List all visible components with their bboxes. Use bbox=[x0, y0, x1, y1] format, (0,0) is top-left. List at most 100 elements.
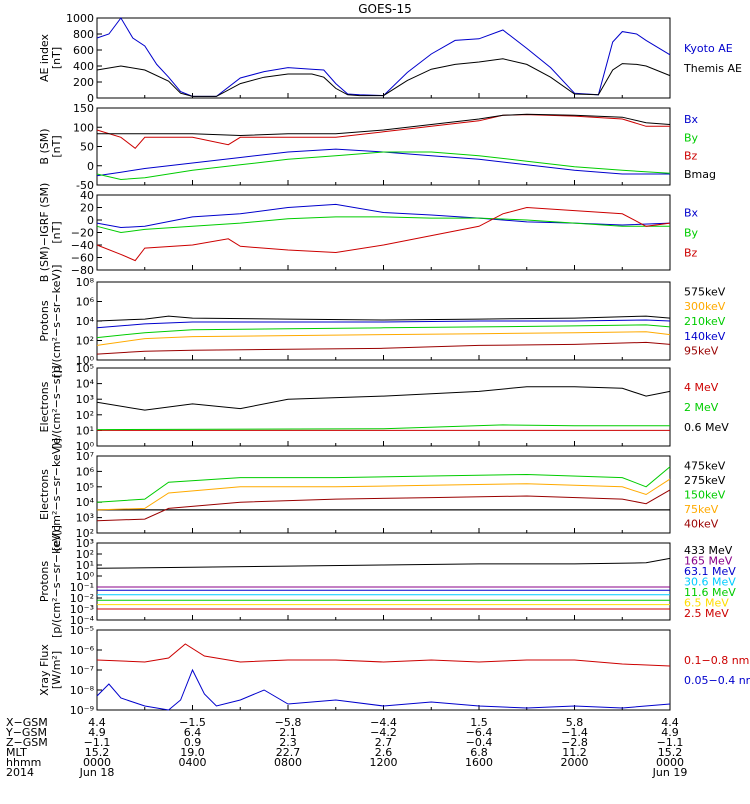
panel-frame bbox=[96, 367, 671, 447]
legend-label: Kyoto AE bbox=[684, 42, 733, 55]
y-tick-label: 10⁻⁶ bbox=[70, 644, 95, 657]
y-tick-label: 50 bbox=[80, 141, 94, 154]
legend-label: 30.6 MeV bbox=[684, 576, 736, 589]
legend-label: 40keV bbox=[684, 518, 719, 531]
x-axis-value: 11.2 bbox=[562, 746, 587, 759]
legend-label: 2.5 MeV bbox=[684, 607, 729, 620]
legend-label: Bmag bbox=[684, 168, 716, 181]
y-tick-label: 10⁷ bbox=[76, 450, 94, 463]
x-axis-value: 4.9 bbox=[661, 726, 679, 739]
y-axis-label: [nT] bbox=[50, 47, 63, 69]
x-axis-value: 1600 bbox=[465, 756, 493, 769]
y-tick-label: 10⁰ bbox=[76, 440, 95, 453]
x-axis-value: Jun 19 bbox=[652, 766, 688, 779]
x-axis-value: 2.6 bbox=[375, 746, 393, 759]
series-line-By bbox=[96, 151, 671, 181]
panel-frame bbox=[96, 455, 671, 534]
x-axis-value: 2.7 bbox=[375, 736, 393, 749]
legend-label: 150keV bbox=[684, 489, 726, 502]
y-axis-label: Protons bbox=[38, 561, 51, 602]
x-axis-value: 0000 bbox=[83, 756, 111, 769]
legend-label: 433 MeV bbox=[684, 544, 733, 557]
y-axis-label: [nT] bbox=[50, 221, 63, 243]
legend-label: Bz bbox=[684, 247, 698, 260]
x-axis-value: 15.2 bbox=[85, 746, 110, 759]
y-tick-label: 10⁴ bbox=[76, 315, 95, 328]
x-axis-value: −1.4 bbox=[561, 726, 588, 739]
y-tick-label: 10⁴ bbox=[76, 378, 95, 391]
legend-label: 63.1 MeV bbox=[684, 565, 736, 578]
series-line-140keV bbox=[96, 319, 671, 329]
x-axis-value: −2.8 bbox=[561, 736, 588, 749]
series-line-Bmag bbox=[97, 113, 671, 137]
series-line-300keV bbox=[96, 331, 671, 346]
x-axis-value: −4.4 bbox=[370, 716, 397, 729]
x-axis-value: −1.1 bbox=[657, 736, 684, 749]
y-axis-label: [W/m²] bbox=[50, 651, 63, 689]
x-axis-value: 5.8 bbox=[566, 716, 584, 729]
y-tick-label: 1000 bbox=[66, 12, 94, 25]
y-tick-label: −20 bbox=[71, 227, 94, 240]
x-axis-value: 6.4 bbox=[184, 726, 202, 739]
series-line-150keV bbox=[96, 466, 671, 503]
y-tick-label: 0 bbox=[87, 214, 94, 227]
y-axis-label: Protons bbox=[38, 300, 51, 341]
legend-label: Bx bbox=[684, 207, 699, 220]
y-axis-label: B (SM)−IGRF (SM) bbox=[38, 183, 51, 283]
series-line-Themis-AE bbox=[96, 58, 671, 97]
legend-label: 4 MeV bbox=[684, 381, 719, 394]
y-tick-label: 600 bbox=[73, 44, 94, 57]
y-axis-label: Xray Flux bbox=[38, 644, 51, 696]
y-tick-label: 10⁻² bbox=[70, 592, 94, 605]
series-line-95keV bbox=[96, 341, 671, 355]
y-tick-label: 10³ bbox=[76, 537, 94, 550]
series-line-575keV bbox=[96, 315, 671, 322]
series-line-Bz bbox=[96, 206, 671, 262]
y-tick-label: 10⁻⁷ bbox=[70, 664, 94, 677]
y-tick-label: 200 bbox=[73, 76, 94, 89]
x-axis-value: 15.2 bbox=[658, 746, 683, 759]
series-line-0-1-0-8-nm bbox=[96, 643, 671, 667]
legend-label: 210keV bbox=[684, 315, 726, 328]
legend-label: 165 MeV bbox=[684, 555, 733, 568]
x-axis-value: −1.1 bbox=[84, 736, 111, 749]
x-axis-value: 19.0 bbox=[180, 746, 205, 759]
y-tick-label: 10¹ bbox=[76, 559, 94, 572]
y-axis-label: Electrons bbox=[38, 469, 51, 520]
y-tick-label: −40 bbox=[71, 239, 94, 252]
x-row-label: 2014 bbox=[6, 766, 34, 779]
y-tick-label: 10⁻⁵ bbox=[70, 624, 94, 637]
panel-frame bbox=[96, 107, 671, 186]
y-axis-label: AE index bbox=[38, 33, 51, 82]
x-axis-value: 4.4 bbox=[88, 716, 106, 729]
y-tick-label: 150 bbox=[73, 102, 94, 115]
series-line-2-MeV bbox=[96, 424, 670, 431]
panel-frame bbox=[96, 194, 671, 271]
y-tick-label: 10⁻⁴ bbox=[70, 614, 95, 627]
x-axis-value: 1200 bbox=[370, 756, 398, 769]
legend-label: 0.05−0.4 nm bbox=[684, 674, 750, 687]
x-axis-value: 0.9 bbox=[184, 736, 202, 749]
legend-label: 2 MeV bbox=[684, 401, 719, 414]
plot-title: GOES-15 bbox=[358, 2, 412, 16]
legend-label: By bbox=[684, 227, 699, 240]
y-axis-label: B (SM) bbox=[38, 128, 51, 164]
x-axis-value: 4.9 bbox=[88, 726, 106, 739]
x-row-label: Y−GSM bbox=[5, 726, 47, 739]
y-tick-label: 10³ bbox=[76, 393, 94, 406]
x-axis-value: 2.1 bbox=[279, 726, 297, 739]
y-tick-label: −60 bbox=[71, 252, 94, 265]
legend-label: 300keV bbox=[684, 300, 726, 313]
y-tick-label: 800 bbox=[73, 28, 94, 41]
legend-label: 6.5 MeV bbox=[684, 596, 729, 609]
x-row-label: Z−GSM bbox=[6, 736, 48, 749]
y-tick-label: 0 bbox=[87, 160, 94, 173]
series-line-Bz bbox=[96, 114, 670, 149]
y-tick-label: 10⁶ bbox=[76, 465, 95, 478]
y-tick-label: 10⁻⁸ bbox=[70, 684, 95, 697]
series-line-40keV bbox=[96, 489, 671, 522]
y-tick-label: 100 bbox=[73, 121, 94, 134]
y-tick-label: 10⁻⁹ bbox=[70, 704, 94, 717]
y-tick-label: 10⁶ bbox=[76, 296, 95, 309]
